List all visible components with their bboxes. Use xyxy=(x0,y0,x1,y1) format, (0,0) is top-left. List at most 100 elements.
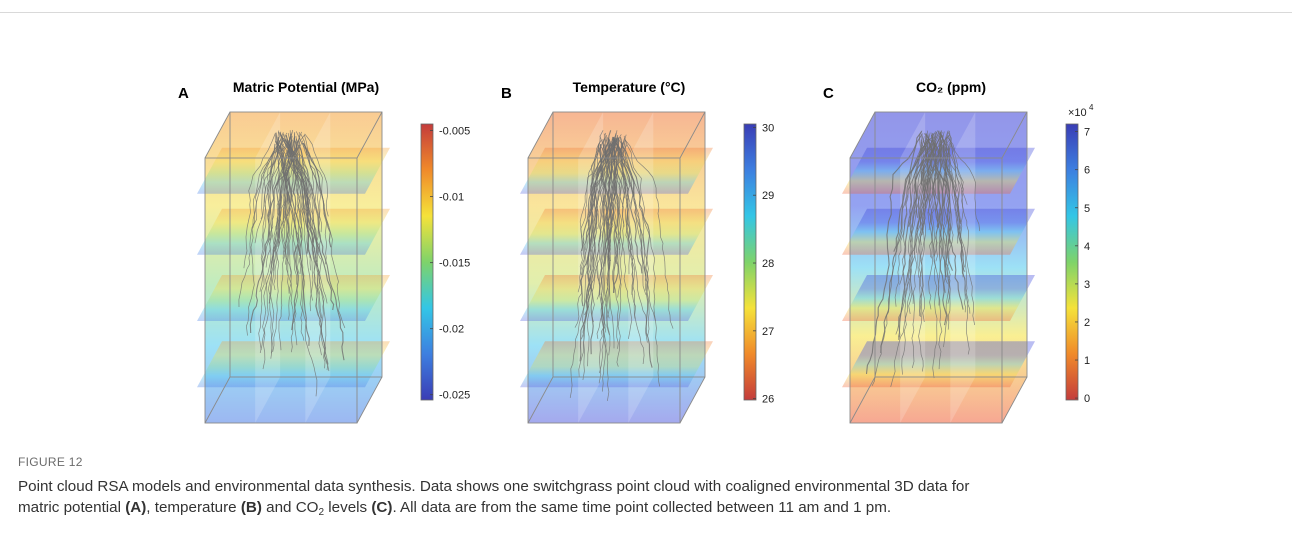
colorbar-tick-label: -0.015 xyxy=(439,258,470,270)
colorbar-tick-label: -0.01 xyxy=(439,192,464,204)
root xyxy=(265,143,284,268)
colorbar-tick-label: 3 xyxy=(1084,279,1090,291)
panel: B Temperature (°C) 30 29 28 27 26 xyxy=(501,79,774,424)
root xyxy=(941,135,954,304)
colorbar-tick-label: -0.02 xyxy=(439,324,464,336)
caption-ref: (C) xyxy=(371,499,393,516)
caption-subscript: 2 xyxy=(318,507,325,518)
root xyxy=(911,132,927,369)
slice xyxy=(197,275,390,321)
root xyxy=(940,133,976,326)
box-edge xyxy=(356,111,383,159)
root xyxy=(302,143,346,329)
root xyxy=(624,139,674,329)
root xyxy=(283,139,303,257)
root xyxy=(599,144,625,227)
root xyxy=(917,131,937,230)
root xyxy=(607,144,619,202)
root xyxy=(275,142,318,397)
root xyxy=(948,132,966,273)
root xyxy=(275,140,305,223)
panel-label: B xyxy=(501,85,512,102)
root xyxy=(897,136,948,338)
root xyxy=(910,133,935,304)
separator xyxy=(0,12,1292,13)
root xyxy=(915,133,940,253)
colorbar-exponent: 4 xyxy=(1089,103,1094,112)
box-edge xyxy=(849,376,876,424)
root xyxy=(623,135,656,321)
colorbar-tick-label: 7 xyxy=(1084,127,1090,139)
root xyxy=(290,131,301,353)
root xyxy=(920,139,927,199)
root xyxy=(604,138,614,319)
root xyxy=(259,131,293,292)
panel-title: Matric Potential (MPa) xyxy=(233,79,379,95)
box-edge xyxy=(204,157,358,424)
root xyxy=(276,137,286,253)
slice xyxy=(520,147,713,194)
root xyxy=(920,141,947,246)
root xyxy=(943,143,956,211)
colorbar-tick-label: 29 xyxy=(762,190,774,202)
colorbar-tick-label: 26 xyxy=(762,394,774,406)
root xyxy=(296,143,306,217)
root xyxy=(619,136,653,368)
root xyxy=(607,136,634,295)
colorbar-tick-label: 2 xyxy=(1084,317,1090,329)
root xyxy=(944,145,951,330)
slice xyxy=(842,275,1035,321)
figure: A Matric Potential (MPa) -0.005 -0.01 -0.015… xyxy=(178,79,1094,424)
colorbar-tick-label: 28 xyxy=(762,258,774,270)
root xyxy=(598,142,624,384)
box-edge xyxy=(1001,111,1028,159)
root xyxy=(928,135,944,310)
caption-text: Point cloud RSA models and environmental… xyxy=(18,478,970,495)
caption-text: matric potential xyxy=(18,499,126,516)
root xyxy=(925,138,954,271)
root xyxy=(579,142,600,275)
volume xyxy=(842,111,1035,424)
root xyxy=(586,144,608,367)
colorbar-tick-label: 27 xyxy=(762,326,774,338)
colorbar-tick-label: 4 xyxy=(1084,241,1090,253)
root xyxy=(569,139,617,398)
root xyxy=(268,141,283,359)
root xyxy=(865,133,923,374)
root xyxy=(591,135,607,323)
box-edge xyxy=(204,111,231,159)
box-edge xyxy=(1001,376,1028,424)
root xyxy=(603,134,627,333)
root xyxy=(918,134,928,372)
root xyxy=(942,130,949,202)
root xyxy=(603,144,619,349)
root xyxy=(286,133,295,276)
root xyxy=(921,135,927,206)
root xyxy=(278,132,296,351)
volume xyxy=(197,111,390,424)
root xyxy=(615,137,647,295)
root xyxy=(943,140,952,348)
root xyxy=(880,138,931,354)
box-edge xyxy=(679,376,706,424)
root xyxy=(921,132,936,236)
colorbar xyxy=(420,123,434,401)
root xyxy=(871,136,925,387)
root xyxy=(238,137,283,308)
box-edge xyxy=(552,111,706,378)
caption-text: levels xyxy=(324,499,372,516)
root xyxy=(304,133,329,217)
panel-title: Temperature (°C) xyxy=(573,79,686,95)
slice xyxy=(900,112,926,423)
root xyxy=(932,142,938,200)
root xyxy=(947,137,981,232)
root xyxy=(901,139,929,375)
root xyxy=(595,143,601,229)
slice xyxy=(842,341,1035,388)
root xyxy=(283,134,316,255)
panel: A Matric Potential (MPa) -0.005 -0.01 -0.015… xyxy=(178,79,470,424)
colorbar-tick-label: -0.005 xyxy=(439,126,470,138)
box-edge xyxy=(849,157,1003,424)
caption: Point cloud RSA models and environmental… xyxy=(18,476,1278,518)
